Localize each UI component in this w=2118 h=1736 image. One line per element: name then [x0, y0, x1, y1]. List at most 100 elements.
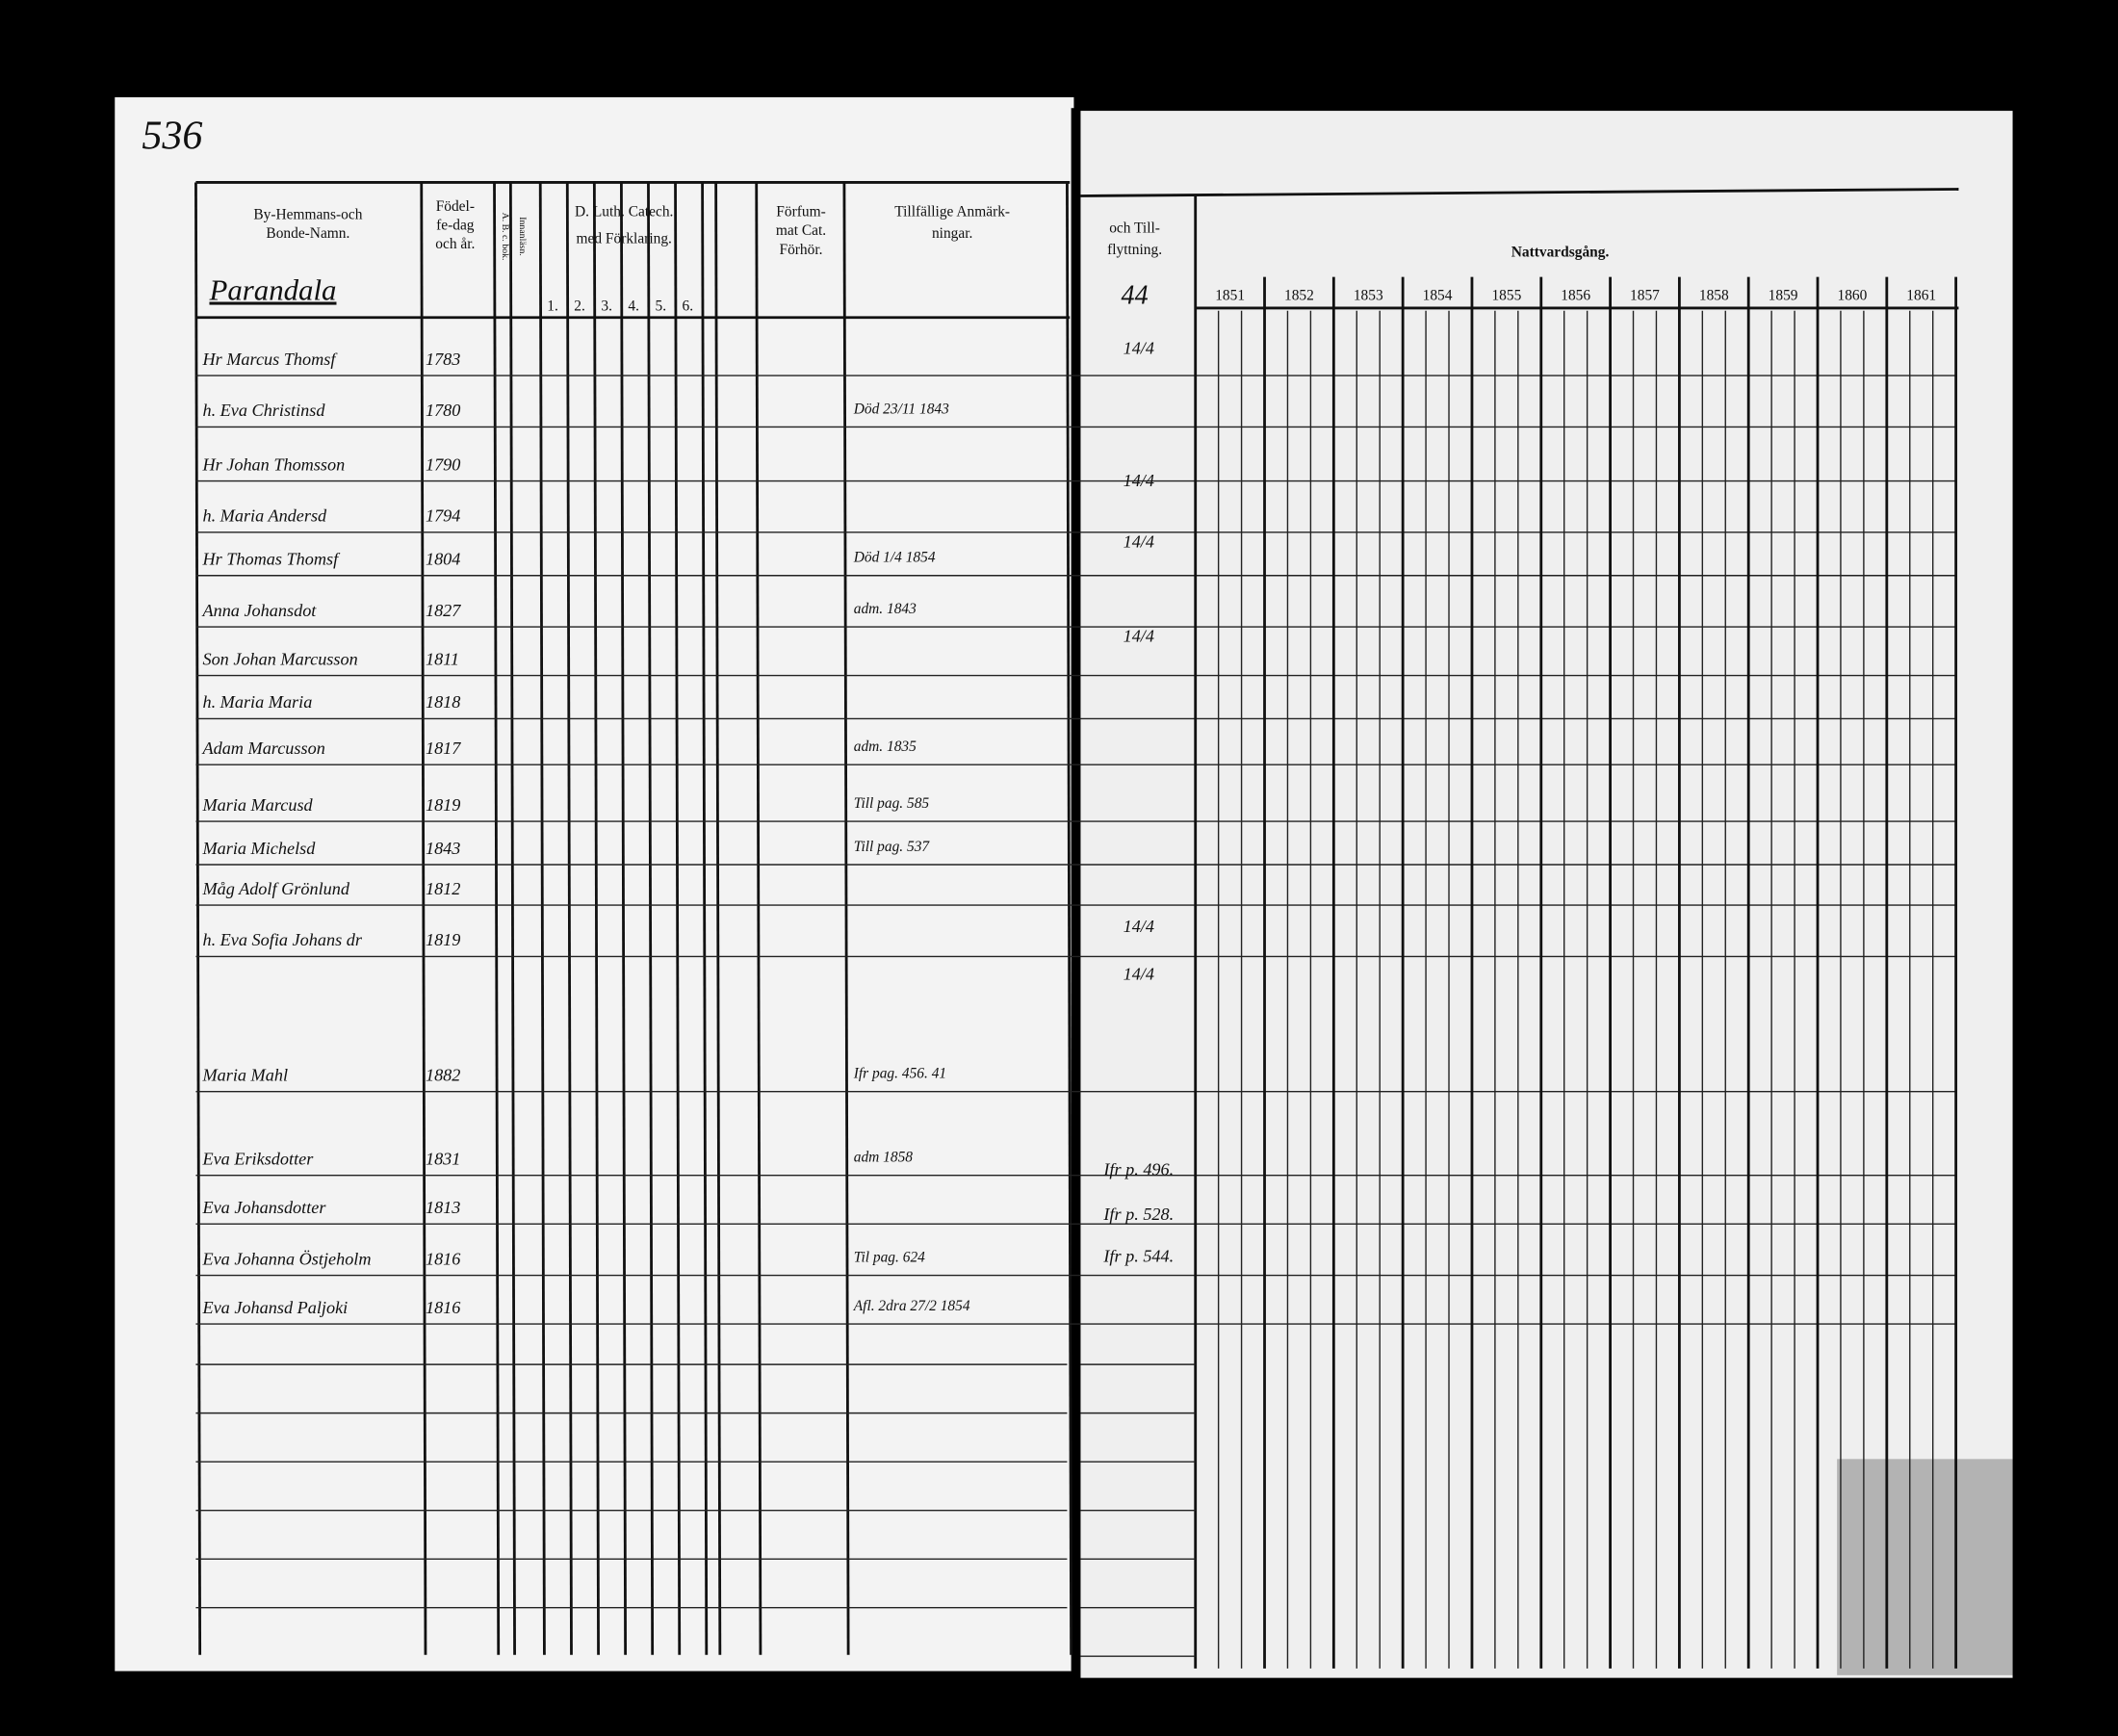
column-header: Innanläsn.	[517, 217, 528, 256]
person-name: Eva Johansd Paljoki	[201, 1298, 348, 1317]
column-header: Nattvardsgång.	[1511, 245, 1610, 261]
birth-year: 1804	[426, 550, 460, 569]
remark: Död 23/11 1843	[853, 401, 949, 417]
remark: Ifr pag. 456. 41	[853, 1066, 946, 1082]
person-name: Hr Thomas Thomsf	[201, 550, 341, 569]
column-header: och Till-	[1109, 220, 1160, 236]
year-header: 1855	[1491, 288, 1521, 304]
year-header: 1852	[1284, 288, 1314, 304]
remark: adm. 1835	[854, 738, 917, 755]
birth-year: 1816	[426, 1249, 461, 1268]
birth-year: 1794	[426, 506, 460, 526]
column-rule	[538, 182, 546, 1655]
birth-year: 1831	[426, 1149, 460, 1168]
person-name: Maria Mahl	[201, 1065, 288, 1084]
year-header: 1859	[1769, 288, 1798, 304]
column-rule	[674, 182, 682, 1655]
column-rule	[508, 182, 516, 1655]
left-table: By-Hemmans-och Bonde-Namn. Födel-fe-dag och…	[194, 181, 1956, 1655]
person-name: h. Maria Maria	[202, 692, 312, 712]
person-name: Eva Johanna Östjeholm	[201, 1249, 371, 1268]
page-number: 536	[142, 113, 202, 158]
remark: Till pag. 585	[854, 795, 930, 812]
column-rule	[647, 182, 655, 1655]
stain	[1837, 1459, 2013, 1675]
birth-year: 1811	[426, 649, 459, 668]
column-header: A. B. c. bok.	[500, 213, 510, 261]
year-header: 1851	[1215, 288, 1245, 304]
birth-year: 1783	[426, 350, 460, 369]
column-rule	[620, 182, 628, 1655]
moving-note: 14/4	[1124, 531, 1154, 551]
column-rule	[701, 182, 709, 1655]
moving-note: 14/4	[1124, 917, 1154, 936]
moving-note: Ifr p. 544.	[1102, 1246, 1174, 1265]
remark: adm. 1843	[854, 601, 917, 617]
column-rule	[194, 182, 202, 1655]
birth-year: 1812	[426, 879, 460, 898]
remark: adm 1858	[854, 1150, 914, 1166]
right-table: och Till-flyttning. 44 Nattvardsgång. 1851 1…	[1080, 188, 1959, 1669]
year-header: 1858	[1699, 288, 1729, 304]
catechism-number: 4.	[628, 298, 639, 315]
year-header: 1853	[1354, 288, 1383, 304]
column-rule	[714, 182, 722, 1655]
birth-year: 1780	[426, 401, 460, 420]
person-name: Maria Michelsd	[201, 839, 316, 858]
person-name: Maria Marcusd	[201, 795, 313, 815]
person-name: h. Eva Christinsd	[202, 401, 325, 420]
birth-year: 1813	[426, 1198, 460, 1217]
catechism-number: 1.	[547, 298, 558, 315]
column-header: flyttning.	[1107, 242, 1162, 258]
remark: Til pag. 624	[854, 1249, 925, 1265]
year-header: 1857	[1630, 288, 1660, 304]
person-name: Anna Johansdot	[201, 601, 317, 620]
column-rule	[755, 182, 762, 1655]
birth-year: 1819	[426, 795, 460, 815]
birth-year: 1819	[426, 930, 460, 949]
moving-note: 14/4	[1124, 471, 1154, 490]
column-rule	[420, 182, 427, 1655]
person-name: Hr Johan Thomsson	[201, 454, 345, 474]
birth-year: 1827	[426, 601, 461, 620]
column-header: fe-dag	[436, 218, 475, 234]
moving-note: 14/4	[1124, 339, 1154, 358]
birth-year: 1882	[426, 1065, 460, 1084]
moving-note: Ifr p. 528.	[1102, 1205, 1174, 1224]
catechism-number: 5.	[655, 298, 666, 315]
column-header: Bonde-Namn.	[266, 225, 349, 242]
catechism-number: 6.	[683, 298, 694, 315]
column-header: Födel-	[436, 198, 475, 215]
column-header: ningar.	[932, 225, 972, 242]
moving-count: 44	[1122, 281, 1149, 311]
moving-note: 14/4	[1124, 964, 1154, 983]
village-name: Parandala	[208, 274, 336, 307]
top-rule	[1080, 188, 1959, 197]
column-header: Förfum-	[776, 204, 825, 220]
column-rule	[592, 182, 600, 1655]
column-header: och år.	[435, 236, 475, 252]
person-name: Eva Johansdotter	[201, 1198, 326, 1217]
remark: Afl. 2dra 27/2 1854	[853, 1298, 970, 1314]
person-name: Hr Marcus Thomsf	[201, 350, 338, 369]
person-name: Eva Eriksdotter	[201, 1149, 314, 1168]
column-header: D. Luth. Catech.	[575, 204, 673, 220]
moving-note: 14/4	[1124, 626, 1154, 645]
person-name: Måg Adolf Grönlund	[201, 879, 349, 898]
column-header: med Förklaring.	[577, 231, 672, 247]
column-header: mat Cat.	[776, 222, 826, 239]
year-header: 1854	[1423, 288, 1453, 304]
birth-year: 1817	[426, 738, 461, 758]
column-rule	[1066, 182, 1073, 1655]
column-header: Förhör.	[780, 242, 823, 258]
year-header: 1861	[1906, 288, 1936, 304]
moving-note: Ifr p. 496.	[1102, 1160, 1174, 1179]
person-name: Adam Marcusson	[201, 738, 324, 758]
remark: Till pag. 537	[854, 839, 931, 855]
column-rule	[565, 182, 573, 1655]
column-rule	[493, 182, 501, 1655]
person-name: h. Maria Andersd	[202, 506, 327, 526]
birth-year: 1818	[426, 692, 460, 712]
column-header: Tillfällige Anmärk-	[894, 204, 1010, 220]
